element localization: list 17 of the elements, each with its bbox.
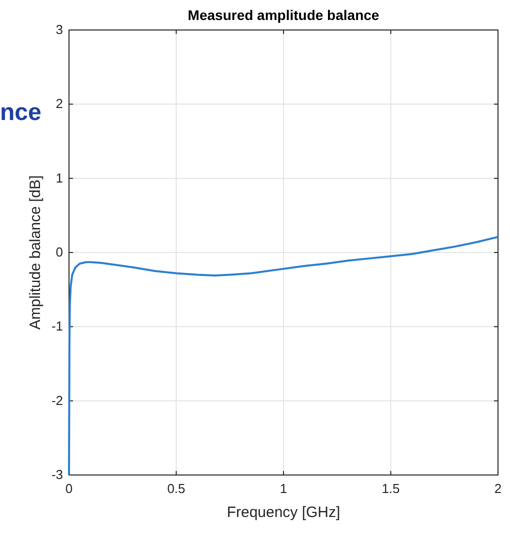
x-axis-title: Frequency [GHz] <box>226 504 340 521</box>
x-tick-label: 1.5 <box>382 481 400 496</box>
text: nce <box>0 99 42 126</box>
y-tick-label: -1 <box>51 318 63 334</box>
x-tick-label: 0 <box>65 481 73 496</box>
y-axis-title: Amplitude balance [dB] <box>27 175 44 330</box>
chart-title: Measured amplitude balance <box>188 7 380 23</box>
x-tick-label: 1 <box>280 481 288 496</box>
y-tick-label: 3 <box>56 22 63 37</box>
y-tick-label: 2 <box>56 96 63 112</box>
line-series <box>68 236 499 476</box>
y-tick-label: 1 <box>56 170 63 186</box>
y-tick-label: -2 <box>51 392 63 408</box>
x-tick-label: 2 <box>494 481 502 496</box>
y-tick-label: 0 <box>56 244 63 260</box>
x-tick-label: 0.5 <box>167 481 186 496</box>
y-tick-label: -3 <box>51 467 63 482</box>
